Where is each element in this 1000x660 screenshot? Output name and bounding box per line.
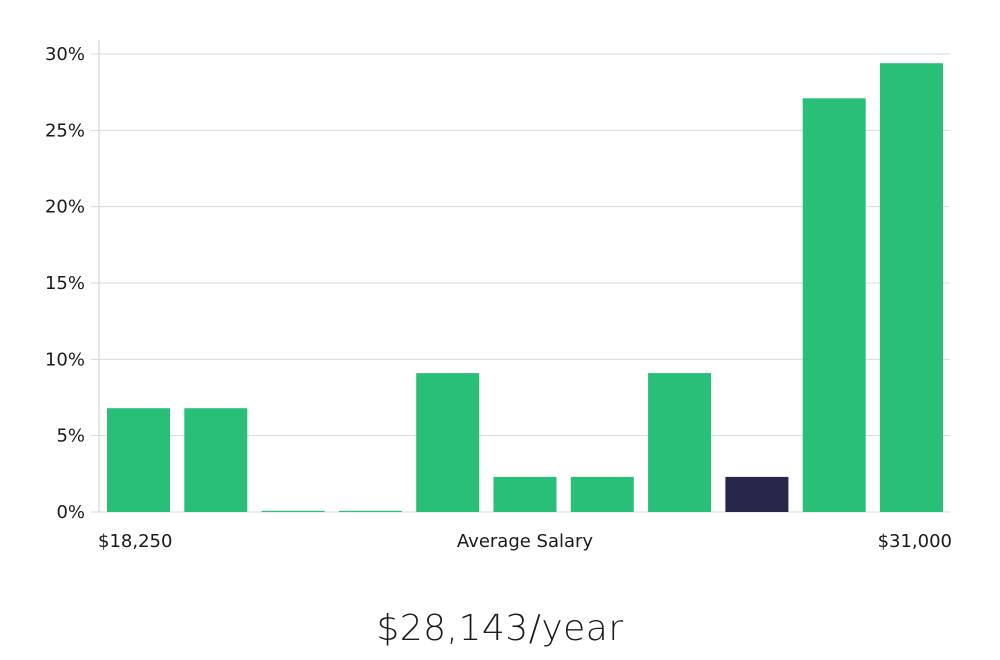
y-tick-label: 30%	[45, 44, 85, 65]
bar	[570, 476, 634, 512]
x-axis-center-label: Average Salary	[457, 531, 594, 552]
bar	[261, 510, 325, 512]
bar	[338, 510, 402, 512]
y-tick-label: 20%	[45, 197, 85, 218]
bar	[880, 63, 943, 512]
x-axis-min-label: $18,250	[98, 531, 172, 552]
bar	[493, 476, 557, 512]
bars	[107, 63, 943, 513]
y-tick-label: 25%	[45, 120, 85, 141]
x-axis-max-label: $31,000	[878, 531, 952, 552]
y-tick-label: 0%	[56, 502, 85, 523]
y-tick-label: 5%	[56, 426, 85, 447]
bar	[416, 373, 480, 512]
y-tick-label: 15%	[45, 273, 85, 294]
y-tick-label: 10%	[45, 349, 85, 370]
bar-highlighted	[725, 476, 789, 512]
bar	[107, 408, 170, 512]
average-salary-value: $28,143/year	[376, 608, 624, 649]
bar	[648, 373, 712, 512]
y-axis-tick-labels: 0% 5% 10% 15% 20% 25% 30%	[45, 44, 85, 523]
bar	[802, 98, 866, 513]
bar	[184, 408, 248, 512]
